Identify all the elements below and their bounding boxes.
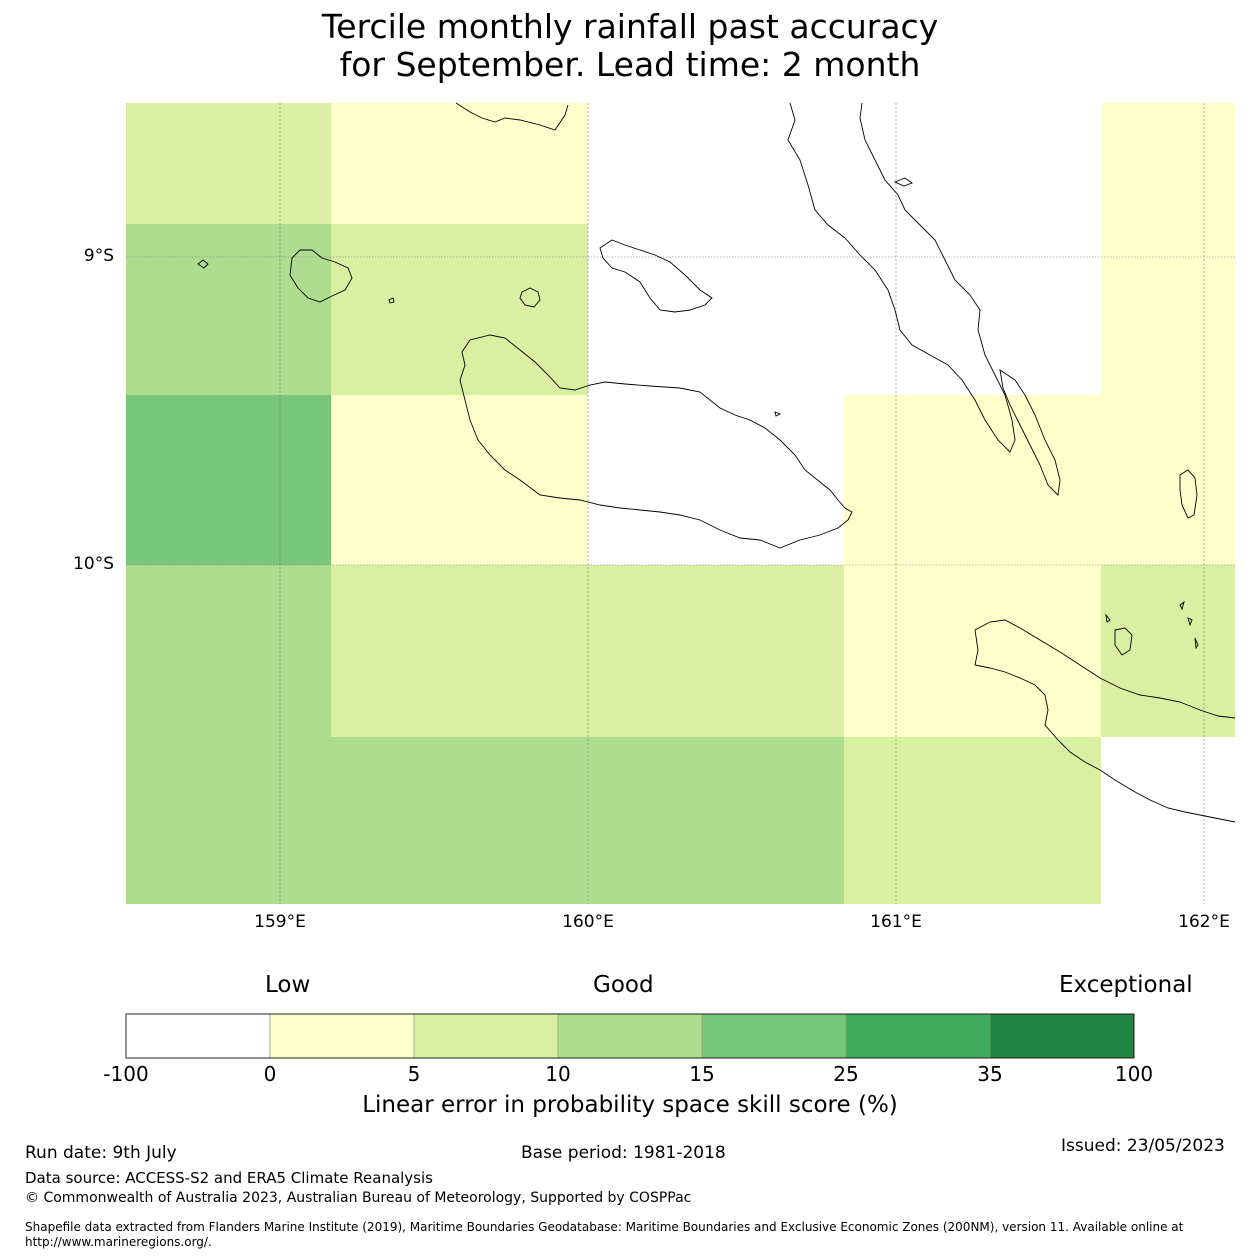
coastline-small-island-e: [388, 297, 395, 304]
skill-grid-cell: [126, 224, 331, 395]
coastline-small-isle-guad: [774, 411, 782, 417]
coastline-small-isle-se: [1105, 600, 1199, 650]
colorbar: [125, 1013, 1135, 1059]
coastline-russell-islands: [289, 249, 353, 303]
colorbar-tick: 5: [407, 1062, 421, 1086]
colorbar-outline: [125, 1013, 1135, 1059]
category-label-low: Low: [265, 972, 311, 998]
lat-label-9s: 9°S: [83, 246, 114, 266]
lon-label-160e: 160°E: [562, 912, 614, 932]
skill-grid-cell: [1101, 395, 1235, 565]
graticule: [126, 103, 1235, 904]
chart-title-line-2: for September. Lead time: 2 month: [339, 45, 921, 84]
coastline-small-island-w: [197, 259, 209, 269]
shapefile-credit: Shapefile data extracted from Flanders M…: [25, 1220, 1184, 1249]
skill-grid-cell: [1101, 224, 1235, 395]
copyright: © Commonwealth of Australia 2023, Austra…: [25, 1190, 692, 1206]
lon-label-159e: 159°E: [254, 912, 306, 932]
coastline-small-isle-ne: [893, 177, 913, 187]
skill-grid: [126, 103, 1235, 904]
base-period: Base period: 1981-2018: [521, 1143, 726, 1163]
skill-grid-cell: [1101, 737, 1235, 904]
colorbar-tick: 10: [545, 1062, 571, 1086]
chart-title-line-1: Tercile monthly rainfall past accuracy: [321, 7, 939, 46]
skill-grid-cell: [1101, 103, 1235, 224]
colorbar-segment: [701, 1013, 847, 1059]
skill-grid-cell: [1101, 565, 1235, 737]
skill-grid-cell: [844, 224, 1101, 395]
skill-grid-cell: [588, 565, 844, 737]
lon-label-162e: 162°E: [1178, 912, 1230, 932]
coastlines: [197, 102, 1236, 823]
coastline-malaita-west: [787, 102, 1016, 453]
skill-grid-cell: [126, 565, 331, 737]
colorbar-segment: [413, 1013, 559, 1059]
skill-grid-cell: [844, 565, 1101, 737]
skill-grid-cell: [331, 565, 588, 737]
skill-grid-cell: [331, 395, 588, 565]
colorbar-title: Linear error in probability space skill …: [362, 1092, 898, 1118]
issued-date: Issued: 23/05/2023: [1061, 1136, 1225, 1156]
coastline-savo: [519, 287, 541, 308]
colorbar-tick: 100: [1114, 1062, 1154, 1086]
skill-grid-cell: [331, 737, 588, 904]
colorbar-tick: 35: [977, 1062, 1003, 1086]
skill-grid-cell: [588, 737, 844, 904]
coastline-ulawa: [1179, 469, 1198, 519]
colorbar-segment: [989, 1013, 1135, 1059]
lon-label-161e: 161°E: [870, 912, 922, 932]
colorbar-tick: 15: [689, 1062, 715, 1086]
colorbar-segment: [125, 1013, 271, 1059]
colorbar-tick: 0: [263, 1062, 277, 1086]
coastline-santa-ana: [1114, 627, 1133, 656]
skill-grid-cell: [126, 395, 331, 565]
category-label-exceptional: Exceptional: [1059, 972, 1193, 998]
colorbar-tick: 25: [833, 1062, 859, 1086]
skill-grid-cell: [331, 103, 588, 224]
skill-grid-cell: [844, 395, 1101, 565]
skill-grid-cell: [331, 224, 588, 395]
skill-grid-cell: [844, 103, 1101, 224]
coastline-small-malaita: [999, 369, 1061, 496]
coastline-florida-islands: [599, 239, 713, 313]
skill-grid-cell: [126, 103, 331, 224]
skill-grid-cell: [588, 395, 844, 565]
colorbar-segment: [845, 1013, 991, 1059]
run-date: Run date: 9th July: [25, 1143, 177, 1163]
colorbar-segment: [269, 1013, 415, 1059]
skill-grid-cell: [844, 737, 1101, 904]
coastline-guadalcanal: [459, 334, 853, 549]
coastline-san-cristobal: [974, 619, 1236, 823]
colorbar-segment: [557, 1013, 703, 1059]
lat-label-10s: 10°S: [73, 554, 114, 574]
skill-grid-cell: [126, 737, 331, 904]
skill-grid-cell: [588, 103, 844, 224]
coastline-santa-isabel-tip: [455, 102, 569, 131]
skill-grid-cell: [588, 224, 844, 395]
category-label-good: Good: [593, 972, 654, 998]
colorbar-tick: -100: [103, 1062, 149, 1086]
data-source: Data source: ACCESS-S2 and ERA5 Climate …: [25, 1169, 433, 1187]
